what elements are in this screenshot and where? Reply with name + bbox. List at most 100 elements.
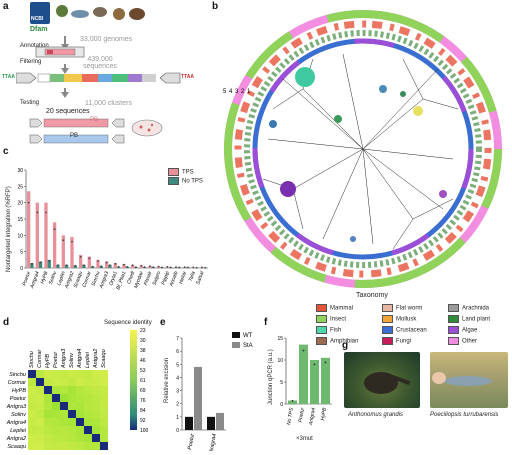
- taxonomy-legend-title: Taxonomy: [356, 292, 388, 299]
- data-point: [140, 264, 143, 267]
- taxonomy-swatch: [316, 315, 327, 323]
- colorbar-tick-label: 69: [140, 388, 146, 394]
- heatmap-cell: [68, 394, 76, 402]
- heatmap-cell: [60, 442, 68, 450]
- sequences-count: 439,000 sequences: [83, 56, 117, 70]
- heatmap-cell: [44, 442, 52, 450]
- heatmap-cell: [100, 402, 108, 410]
- y-tick-label: 0: [280, 402, 283, 408]
- heatmap-cell: [68, 370, 76, 378]
- column-label: Antgra3: [61, 348, 67, 369]
- heatmap-cell: [76, 426, 84, 434]
- heatmap-cell: [28, 418, 36, 426]
- heatmap-cell: [28, 442, 36, 450]
- heatmap-cell: [76, 370, 84, 378]
- colorbar-gradient: [130, 330, 137, 430]
- data-point: [71, 240, 73, 243]
- heatmap-cell: [100, 426, 108, 434]
- taxonomy-label: Flat worm: [396, 305, 423, 312]
- heatmap-cell: [36, 378, 44, 386]
- data-point: [79, 255, 82, 258]
- bar-tps: [61, 235, 65, 268]
- taxonomy-legend-item: Flat worm: [382, 304, 422, 312]
- heatmap-cell: [76, 402, 84, 410]
- row-label: Solinv: [11, 412, 27, 418]
- y-tick-label: 6: [176, 349, 179, 355]
- heatmap-cell: [44, 394, 52, 402]
- y-tick-label: 5: [280, 380, 283, 386]
- heatmap-cell: [60, 434, 68, 442]
- genomes-count: 33,000 genomes: [80, 36, 133, 43]
- data-point: [53, 228, 56, 231]
- row-label: Scaaqu: [7, 444, 26, 450]
- category-label: Salpro: [152, 270, 163, 286]
- heatmap-cell: [60, 394, 68, 402]
- y-tick-label: 4: [176, 375, 179, 381]
- panel-label-f: f: [264, 317, 268, 328]
- category-label: No TPS: [286, 407, 295, 426]
- taxonomy-legend: Taxonomy Mammal Flat worm Arachnida Insect M…: [316, 292, 511, 352]
- y-tick-label: 5: [20, 250, 23, 256]
- tree-branches: [262, 53, 459, 250]
- taxonomy-swatch: [316, 337, 327, 345]
- legend-no-tps-swatch: [168, 177, 179, 185]
- integration-bar-chart: 051015202530PoeturAntgra4HyPBSolinvLepli…: [17, 168, 208, 291]
- heatmap-cell: [92, 434, 100, 442]
- heatmap-cell: [52, 394, 60, 402]
- category-label: Chedl: [126, 270, 136, 285]
- y-tick-label: 25: [17, 184, 23, 190]
- taxonomy-swatch: [316, 304, 327, 312]
- heatmap-cell: [76, 386, 84, 394]
- construct-bottom-label: PB: [70, 133, 79, 139]
- heatmap-cell: [60, 402, 68, 410]
- heatmap-cell: [44, 426, 52, 434]
- taxonomy-legend-item: Insect: [316, 315, 346, 323]
- heatmap-cell: [84, 394, 92, 402]
- heatmap-cell: [60, 386, 68, 394]
- heatmap-cell: [84, 442, 92, 450]
- panel-label-b: b: [212, 1, 219, 12]
- heatmap-cell: [84, 410, 92, 418]
- taxonomy-legend-item: Fungi: [382, 337, 411, 345]
- data-point: [83, 264, 85, 267]
- legend-no-tps: No TPS: [168, 177, 203, 185]
- taxonomy-swatch: [448, 304, 459, 312]
- heatmap-cell: [100, 410, 108, 418]
- heatmap-cell: [52, 418, 60, 426]
- data-point: [65, 264, 68, 267]
- bar-no-tps: [56, 264, 60, 268]
- filtering-label: Filtering: [20, 59, 42, 65]
- heatmap-cell: [100, 378, 108, 386]
- heatmap-cell: [44, 402, 52, 410]
- heatmap-cell: [52, 434, 60, 442]
- taxonomy-label: Mollusk: [396, 316, 417, 323]
- category-label: Sinchu: [91, 270, 102, 287]
- heatmap-cell: [52, 410, 60, 418]
- category-label: Solinv: [48, 270, 58, 285]
- y-tick-label: 0: [20, 266, 23, 272]
- bar-tps: [122, 264, 126, 268]
- data-point: [204, 266, 207, 269]
- heatmap-cell: [28, 426, 36, 434]
- heatmap-cell: [84, 426, 92, 434]
- y-tick-label: 30: [17, 168, 23, 174]
- heatmap-cell: [52, 426, 60, 434]
- heatmap-cell: [100, 442, 108, 450]
- heatmap-cell: [92, 370, 100, 378]
- category-label: Lepliei: [56, 270, 67, 286]
- ring-number-5: 5: [223, 89, 227, 95]
- ring-outer-insect: [224, 10, 502, 288]
- heatmap-cell: [36, 418, 44, 426]
- heatmap-cell: [68, 442, 76, 450]
- data-point: [100, 265, 103, 268]
- ring-tax-stripes: [234, 20, 492, 278]
- column-label: Antgra2: [93, 349, 99, 369]
- category-label: HyPB: [320, 407, 328, 421]
- bar-tps: [53, 222, 57, 268]
- bar-no-tps: [47, 259, 51, 268]
- category-label: Heliar: [178, 270, 188, 285]
- bar: [321, 357, 330, 404]
- panel-label-g: g: [342, 340, 349, 351]
- legend-label: StA: [243, 343, 253, 349]
- data-point: [195, 266, 198, 269]
